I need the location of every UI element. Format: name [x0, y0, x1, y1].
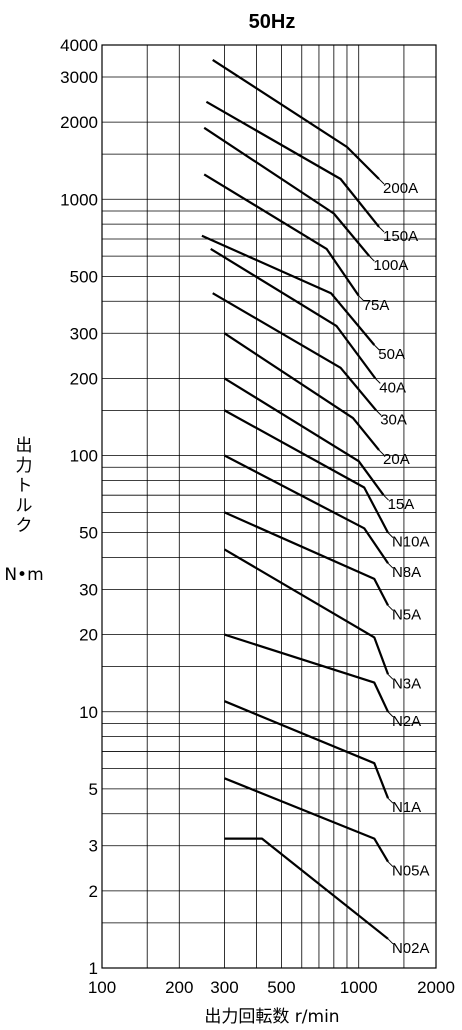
series-line-N05A: [224, 777, 389, 863]
series-label-150A: 150A: [383, 228, 418, 245]
y-axis-ticks: 1 2 3 5 10 20 30 50 100 200 300 500 1000 2000 3000 4000: [60, 36, 98, 978]
series-leader: [387, 605, 394, 611]
series-line-N8A: [223, 454, 389, 564]
grid: [102, 45, 436, 968]
y-tick-label: 1000: [60, 190, 98, 209]
series-leader: [378, 226, 385, 233]
series-line-N02A: [224, 837, 389, 940]
series-label-N5A: N5A: [392, 606, 421, 623]
series-line-15A: [223, 377, 385, 496]
series-label-75A: 75A: [363, 297, 390, 314]
series: 200A 150A 100A 75A 50A 40A 30A 20A 15A N10A N8A N5A…: [201, 58, 430, 957]
x-axis-label: 出力回転数 r/min: [204, 1007, 339, 1027]
series-label-200A: 200A: [383, 180, 418, 197]
x-tick-label: 100: [88, 978, 116, 997]
series-label-N10A: N10A: [392, 534, 430, 551]
x-tick-label: 1000: [340, 978, 378, 997]
series-leader: [387, 532, 394, 539]
series-line-150A: [205, 100, 380, 228]
y-tick-label: 3000: [60, 68, 98, 87]
series-label-N05A: N05A: [392, 863, 430, 880]
series-label-N02A: N02A: [392, 940, 430, 957]
series-leader: [387, 938, 394, 945]
chart-title: 50Hz: [249, 11, 296, 33]
y-tick-label: 3: [89, 837, 98, 856]
y-tick-label: 100: [70, 447, 98, 466]
y-tick-label: 2000: [60, 113, 98, 132]
series-line-75A: [203, 173, 360, 297]
y-tick-label: 4000: [60, 36, 98, 55]
y-tick-label: 200: [70, 369, 98, 388]
series-label-30A: 30A: [380, 411, 407, 428]
y-tick-label: 50: [79, 524, 98, 543]
series-leader: [387, 797, 394, 804]
series-label-N2A: N2A: [392, 713, 421, 730]
series-leader: [373, 344, 380, 351]
series-label-15A: 15A: [388, 496, 415, 513]
series-label-40A: 40A: [379, 379, 406, 396]
x-tick-label: 2000: [417, 978, 455, 997]
series-label-N3A: N3A: [392, 675, 421, 692]
series-line-N5A: [224, 511, 389, 606]
series-line-30A: [212, 292, 378, 412]
series-leader: [375, 410, 382, 416]
y-axis-label-char: ル: [16, 496, 33, 516]
x-tick-label: 500: [267, 978, 295, 997]
series-line-20A: [223, 332, 380, 451]
y-tick-label: 20: [79, 626, 98, 645]
y-axis-label-char: 力: [16, 456, 33, 476]
series-line-200A: [212, 58, 380, 180]
y-tick-label: 300: [70, 324, 98, 343]
series-leader: [374, 378, 381, 384]
series-leader: [387, 673, 394, 680]
series-line-40A: [210, 247, 377, 380]
x-axis-ticks: 100 200 300 500 1000 2000: [88, 978, 455, 997]
series-leader: [368, 255, 375, 262]
series-label-100A: 100A: [373, 257, 408, 274]
y-axis-label-char: 出: [16, 436, 33, 456]
plot-frame: [101, 44, 437, 969]
series-line-N3A: [223, 548, 390, 675]
y-axis-label-char: ト: [16, 476, 33, 496]
y-tick-label: 5: [89, 780, 98, 799]
y-axis-label-char: ク: [16, 516, 33, 536]
series-leader: [383, 494, 389, 501]
y-tick-label: 2: [89, 882, 98, 901]
series-leader: [387, 562, 394, 569]
x-tick-label: 200: [165, 978, 193, 997]
y-tick-label: 500: [70, 267, 98, 286]
series-line-N2A: [224, 633, 389, 713]
series-leader: [387, 711, 394, 718]
series-leader: [358, 295, 365, 302]
y-tick-label: 30: [79, 580, 98, 599]
series-line-100A: [203, 126, 371, 257]
series-label-N1A: N1A: [392, 799, 421, 816]
series-line-N1A: [224, 700, 390, 799]
series-label-N8A: N8A: [392, 564, 421, 581]
series-line-50A: [201, 234, 376, 346]
y-tick-label: 1: [89, 959, 98, 978]
series-label-50A: 50A: [378, 346, 405, 363]
series-label-20A: 20A: [383, 451, 410, 468]
series-line-N10A: [223, 409, 389, 534]
series-leader: [378, 449, 385, 456]
series-leader: [387, 861, 394, 868]
series-leader: [378, 178, 385, 185]
y-tick-label: 10: [79, 703, 98, 722]
y-axis-unit: N•m: [4, 565, 43, 585]
x-tick-label: 300: [210, 978, 238, 997]
